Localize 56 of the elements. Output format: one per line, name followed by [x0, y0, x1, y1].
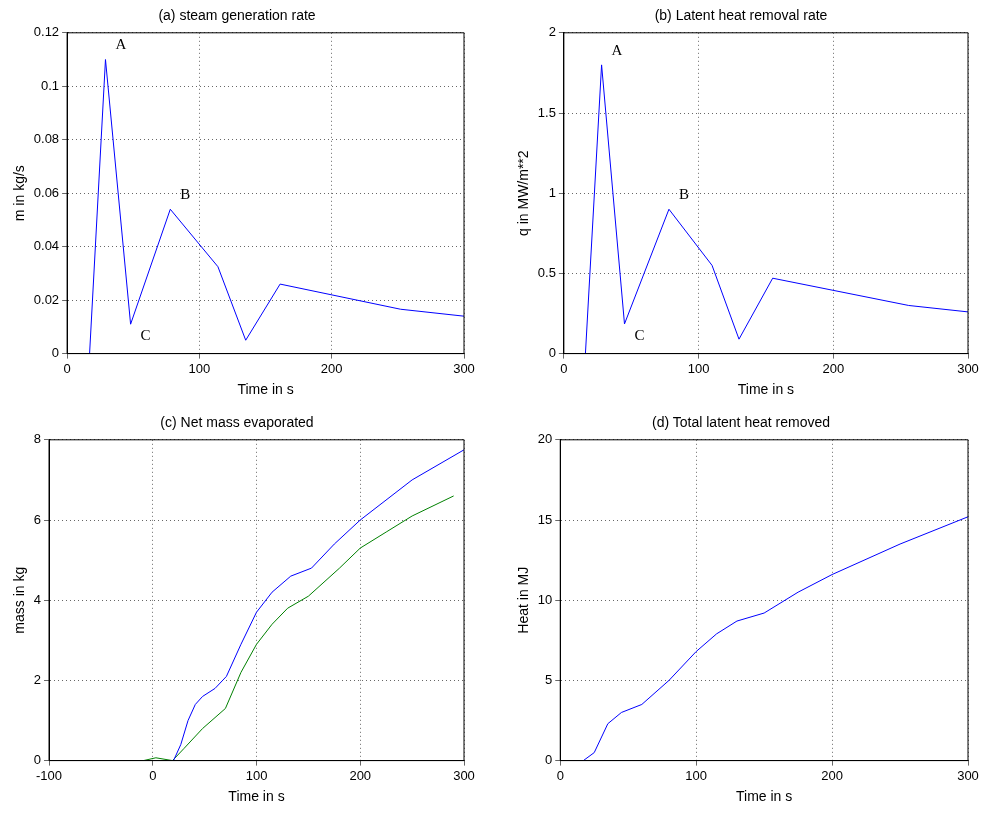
y-tick-label: 20: [537, 431, 553, 447]
x-tick-label: 200: [320, 360, 343, 376]
y-axis-title: Heat in MJ: [515, 566, 532, 634]
y-tick-label: 0: [33, 752, 42, 768]
y-tick-label: 0.1: [41, 77, 60, 93]
x-tick-label: 200: [821, 767, 843, 783]
x-axis-title: Time in s: [737, 381, 795, 398]
x-tick-label: 300: [957, 360, 979, 376]
x-tick-label: 200: [349, 767, 372, 783]
x-tick-label: 0: [149, 767, 157, 783]
y-tick-label: 0.08: [33, 131, 60, 147]
y-tick-label: 0.02: [33, 291, 60, 307]
chart-title: (a) steam generation rate: [158, 7, 316, 24]
y-tick-label: 0.12: [33, 24, 60, 40]
annotation: A: [115, 36, 127, 53]
y-tick-label: 15: [537, 511, 553, 527]
annotation: A: [611, 41, 623, 58]
x-tick-label: 300: [957, 767, 979, 783]
x-tick-label: -100: [36, 767, 63, 783]
x-tick-label: 200: [822, 360, 845, 376]
x-tick-label: 0: [63, 360, 71, 376]
y-tick-label: 0: [51, 345, 60, 361]
x-axis-title: Time in s: [735, 788, 793, 805]
y-tick-label: 1.5: [537, 104, 556, 120]
y-axis-title: m in kg/s: [11, 165, 28, 222]
annotation: B: [180, 186, 191, 203]
y-tick-label: 0.06: [33, 184, 60, 200]
y-tick-label: 2: [33, 671, 42, 687]
annotation: C: [140, 327, 151, 344]
y-tick-label: 0: [545, 752, 553, 768]
chart-title: (b) Latent heat removal rate: [654, 7, 828, 24]
x-axis-title: Time in s: [237, 381, 294, 398]
y-tick-label: 8: [33, 431, 42, 447]
y-axis-title: q in MW/m**2: [515, 150, 532, 236]
y-tick-label: 0: [548, 345, 556, 361]
x-tick-label: 100: [245, 767, 268, 783]
y-axis-title: mass in kg: [11, 566, 28, 634]
y-tick-label: 2: [548, 24, 556, 40]
x-tick-label: 300: [453, 360, 475, 376]
y-tick-label: 10: [537, 591, 553, 607]
x-tick-label: 100: [687, 360, 710, 376]
y-tick-label: 4: [33, 591, 42, 607]
annotation: C: [634, 326, 645, 343]
y-tick-label: 0.04: [33, 238, 60, 254]
y-tick-label: 0.5: [537, 264, 556, 280]
annotation: B: [678, 186, 689, 203]
y-tick-label: 6: [33, 511, 42, 527]
y-tick-label: 1: [548, 184, 556, 200]
x-tick-label: 300: [453, 767, 475, 783]
x-tick-label: 100: [685, 767, 708, 783]
chart-title: (d) Total latent heat removed: [652, 414, 830, 431]
x-axis-title: Time in s: [228, 788, 285, 805]
x-tick-label: 0: [560, 360, 568, 376]
x-tick-label: 100: [188, 360, 211, 376]
chart-title: (c) Net mass evaporated: [160, 414, 314, 431]
y-tick-label: 5: [545, 671, 553, 687]
